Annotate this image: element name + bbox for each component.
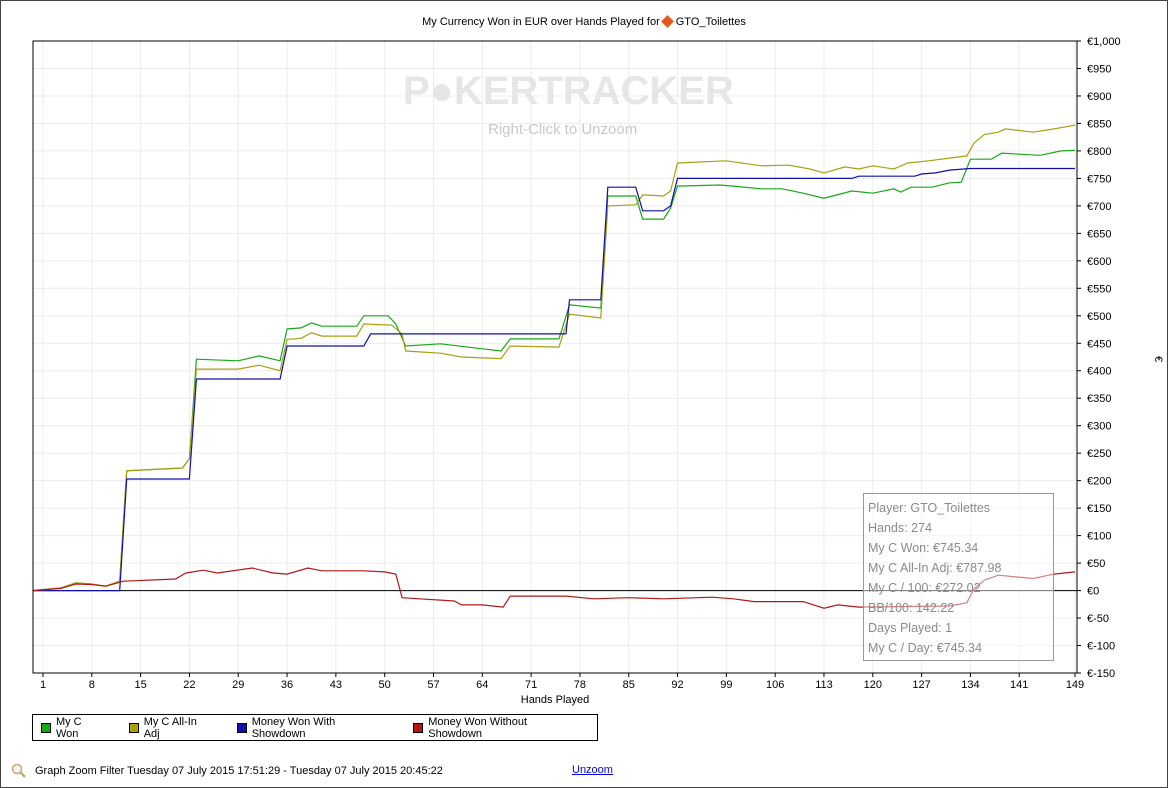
x-tick-label: 36 xyxy=(281,679,293,691)
y-tick-label: €600 xyxy=(1087,256,1111,268)
y-tick-label: €-100 xyxy=(1087,641,1115,653)
x-tick-label: 57 xyxy=(427,679,439,691)
player-name: GTO_Toilettes xyxy=(675,16,746,28)
chart-title: My Currency Won in EUR over Hands Played… xyxy=(1,15,1167,28)
series-line-2 xyxy=(32,167,1075,592)
stat-perday: My C / Day: €745.34 xyxy=(868,641,982,655)
legend-label: Money Won Without Showdown xyxy=(428,715,528,740)
x-tick-label: 8 xyxy=(89,679,95,691)
x-tick-label: 50 xyxy=(379,679,391,691)
y-axis-label: € xyxy=(1152,356,1164,362)
legend-swatch xyxy=(41,722,51,733)
x-tick-label: 64 xyxy=(476,679,488,691)
y-tick-label: €-150 xyxy=(1087,668,1115,680)
legend-label: My C Won xyxy=(55,715,82,740)
legend-label: My C All-In Adj xyxy=(143,715,197,740)
stat-per100: My C / 100: €272.02 xyxy=(868,581,981,595)
y-tick-label: €250 xyxy=(1087,448,1111,460)
x-tick-label: 29 xyxy=(232,679,244,691)
y-tick-label: €400 xyxy=(1087,366,1111,378)
x-tick-label: 113 xyxy=(815,679,833,691)
y-tick-label: €750 xyxy=(1087,173,1111,185)
x-tick-label: 120 xyxy=(864,679,882,691)
stat-player: Player: GTO_Toilettes xyxy=(868,501,991,515)
legend: My C Won My C All-In Adj Money Won With … xyxy=(32,714,598,741)
y-tick-label: €50 xyxy=(1087,558,1105,570)
y-tick-label: €550 xyxy=(1087,283,1111,295)
y-tick-label: €100 xyxy=(1087,531,1111,543)
x-tick-label: 15 xyxy=(134,679,146,691)
legend-item-won[interactable]: My C Won xyxy=(41,716,107,740)
x-tick-label: 43 xyxy=(330,679,342,691)
y-tick-label: €900 xyxy=(1087,91,1111,103)
x-tick-label: 85 xyxy=(623,679,635,691)
series-line-0 xyxy=(32,149,1076,592)
stat-bb100: BB/100: 142.22 xyxy=(868,601,955,615)
y-tick-label: €-50 xyxy=(1087,613,1109,625)
x-tick-label: 71 xyxy=(525,679,537,691)
x-tick-label: 127 xyxy=(912,679,930,691)
y-tick-label: €700 xyxy=(1087,201,1111,213)
legend-item-allin[interactable]: My C All-In Adj xyxy=(128,715,215,740)
x-axis-label: Hands Played xyxy=(521,694,590,706)
unzoom-link[interactable]: Unzoom xyxy=(572,764,613,776)
x-tick-label: 22 xyxy=(183,679,195,691)
stats-box: Player: GTO_Toilettes Hands: 274 My C Wo… xyxy=(863,493,1054,661)
y-tick-label: €450 xyxy=(1087,338,1111,350)
title-text: My Currency Won in EUR over Hands Played… xyxy=(422,16,660,28)
stat-hands: Hands: 274 xyxy=(868,521,932,535)
y-tick-label: €0 xyxy=(1087,586,1099,598)
legend-swatch xyxy=(128,722,139,733)
x-tick-label: 92 xyxy=(671,679,683,691)
stat-allin: My C All-In Adj: €787.98 xyxy=(868,561,1002,575)
legend-swatch xyxy=(413,722,424,733)
series-line-3 xyxy=(32,567,1076,609)
y-tick-label: €850 xyxy=(1087,118,1111,130)
legend-swatch xyxy=(236,722,247,733)
plot-border xyxy=(32,40,1078,674)
stat-won: My C Won: €745.34 xyxy=(868,541,979,555)
y-tick-label: €350 xyxy=(1087,393,1111,405)
y-tick-label: €800 xyxy=(1087,146,1111,158)
legend-label: Money Won With Showdown xyxy=(251,715,336,740)
legend-item-nonshowdown[interactable]: Money Won Without Showdown xyxy=(413,716,583,740)
y-tick-label: €150 xyxy=(1087,503,1111,515)
y-tick-label: €200 xyxy=(1087,476,1111,488)
y-tick-label: €1,000 xyxy=(1087,36,1121,48)
x-tick-label: 141 xyxy=(1010,679,1028,691)
stat-days: Days Played: 1 xyxy=(868,621,953,635)
legend-item-showdown[interactable]: Money Won With Showdown xyxy=(236,715,392,740)
x-tick-label: 99 xyxy=(720,679,732,691)
y-tick-label: €950 xyxy=(1087,63,1111,75)
x-tick-label: 149 xyxy=(1066,679,1084,691)
y-tick-label: €300 xyxy=(1087,421,1111,433)
plot-area xyxy=(33,41,1077,673)
x-tick-label: 78 xyxy=(574,679,586,691)
x-tick-label: 134 xyxy=(961,679,979,691)
y-tick-label: €500 xyxy=(1087,311,1111,323)
y-tick-label: €650 xyxy=(1087,228,1111,240)
magnifier-icon xyxy=(11,763,26,778)
zoom-filter-text: Graph Zoom Filter Tuesday 07 July 2015 1… xyxy=(35,765,443,777)
zoom-filter: Graph Zoom Filter Tuesday 07 July 2015 1… xyxy=(11,763,443,779)
x-tick-label: 106 xyxy=(766,679,784,691)
x-tick-label: 1 xyxy=(40,679,46,691)
series-line-1 xyxy=(32,124,1076,592)
